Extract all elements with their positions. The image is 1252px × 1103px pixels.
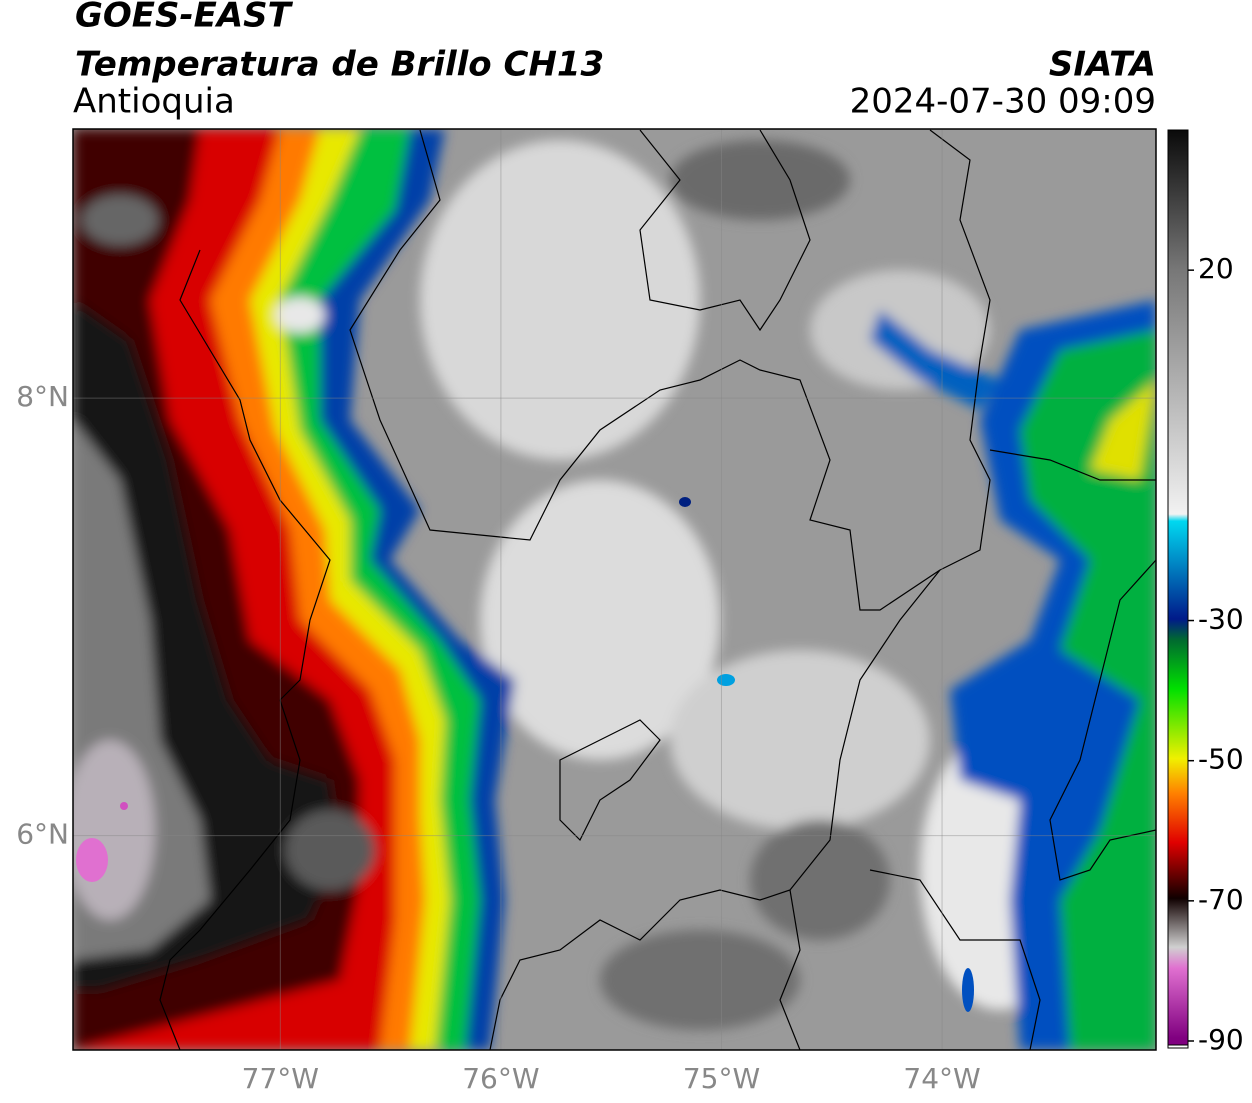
x-tick-label: 76°W bbox=[462, 1062, 539, 1095]
colorbar-tick-label: -90 bbox=[1198, 1023, 1244, 1056]
x-tick-label: 75°W bbox=[683, 1062, 760, 1095]
y-tick-label: 6°N bbox=[16, 818, 69, 851]
timestamp: 2024-07-30 09:09 bbox=[850, 82, 1156, 122]
colorbar-tick-label: -50 bbox=[1198, 743, 1244, 776]
colorbar-tick-label: -30 bbox=[1198, 603, 1244, 636]
x-tick-label: 74°W bbox=[903, 1062, 980, 1095]
map-frame bbox=[72, 128, 1157, 1051]
colorbar-tick-label: 20 bbox=[1198, 252, 1234, 285]
colorbar-tick-label: -70 bbox=[1198, 883, 1244, 916]
colorbar bbox=[1167, 129, 1189, 1046]
y-tick-label: 8°N bbox=[16, 380, 69, 413]
x-tick-label: 77°W bbox=[242, 1062, 319, 1095]
subtitle: Temperatura de Brillo CH13 bbox=[75, 45, 604, 85]
satellite-image bbox=[73, 129, 1156, 1050]
title: GOES-EAST bbox=[75, 0, 294, 36]
region: Antioquia bbox=[73, 82, 235, 122]
source: SIATA bbox=[1049, 45, 1156, 85]
